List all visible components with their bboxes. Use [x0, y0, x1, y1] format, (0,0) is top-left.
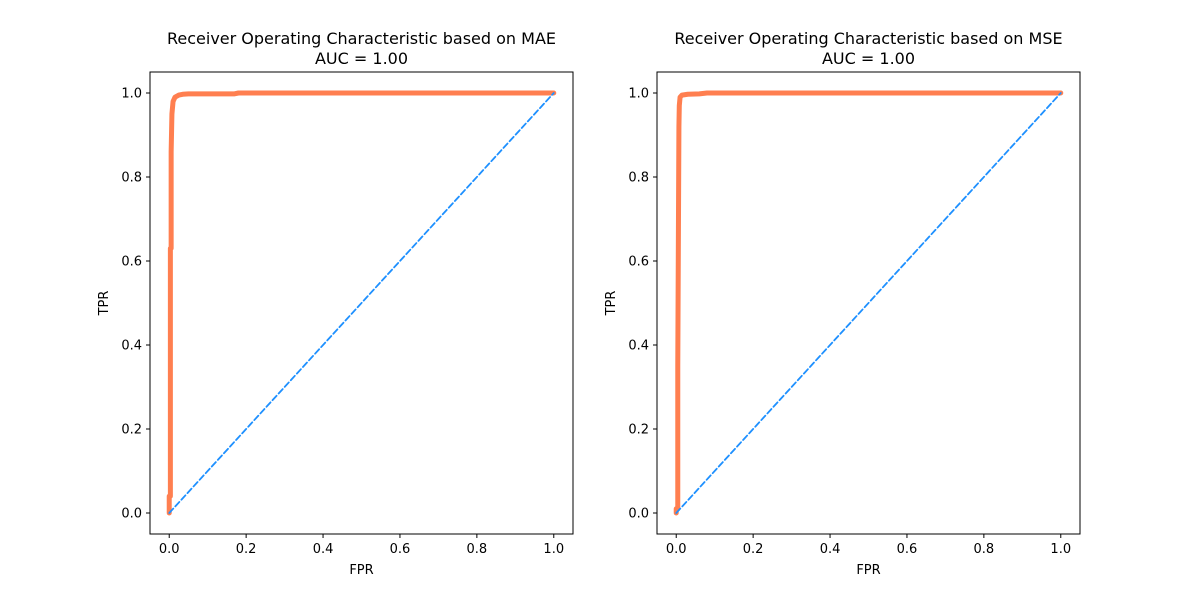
y-tick-label: 0.6 [121, 255, 142, 270]
roc-panel-1: Receiver Operating Characteristic based … [97, 29, 574, 578]
x-tick-label: 0.6 [390, 542, 411, 557]
y-tick-label: 0.0 [121, 507, 142, 522]
x-tick-label: 0.8 [974, 542, 995, 557]
chart-title: Receiver Operating Characteristic based … [674, 29, 1062, 48]
roc-curve-line [673, 90, 1064, 516]
x-tick-label: 0.6 [897, 542, 918, 557]
x-axis-label: FPR [349, 563, 373, 578]
y-tick-label: 1.0 [121, 87, 142, 102]
y-axis-label: TPR [604, 291, 619, 317]
x-tick-label: 0.4 [313, 542, 334, 557]
chart-subtitle: AUC = 1.00 [315, 49, 408, 68]
x-tick-label: 0.4 [820, 542, 841, 557]
y-axis-label: TPR [97, 291, 112, 317]
y-tick-label: 0.2 [121, 423, 142, 438]
y-tick-label: 0.2 [628, 423, 649, 438]
y-tick-label: 0.4 [121, 339, 142, 354]
y-tick-label: 0.8 [121, 171, 142, 186]
x-tick-label: 0.2 [236, 542, 257, 557]
y-tick-label: 1.0 [628, 87, 649, 102]
x-tick-label: 0.0 [159, 542, 180, 557]
x-axis-label: FPR [856, 563, 880, 578]
x-tick-label: 0.2 [743, 542, 764, 557]
chance-diagonal-line [675, 92, 1062, 514]
roc-panel-2: Receiver Operating Characteristic based … [604, 29, 1081, 578]
y-tick-label: 0.0 [628, 507, 649, 522]
x-tick-label: 0.0 [666, 542, 687, 557]
x-tick-label: 1.0 [543, 542, 564, 557]
chance-diagonal-line [168, 92, 555, 514]
y-tick-label: 0.8 [628, 171, 649, 186]
y-tick-label: 0.4 [628, 339, 649, 354]
axes-frame [656, 71, 1081, 535]
x-tick-label: 0.8 [467, 542, 488, 557]
chart-title: Receiver Operating Characteristic based … [167, 29, 556, 48]
y-tick-label: 0.6 [628, 255, 649, 270]
roc-curve-line [166, 90, 557, 516]
chart-subtitle: AUC = 1.00 [822, 49, 915, 68]
x-tick-label: 1.0 [1050, 542, 1071, 557]
axes-frame [149, 71, 574, 535]
